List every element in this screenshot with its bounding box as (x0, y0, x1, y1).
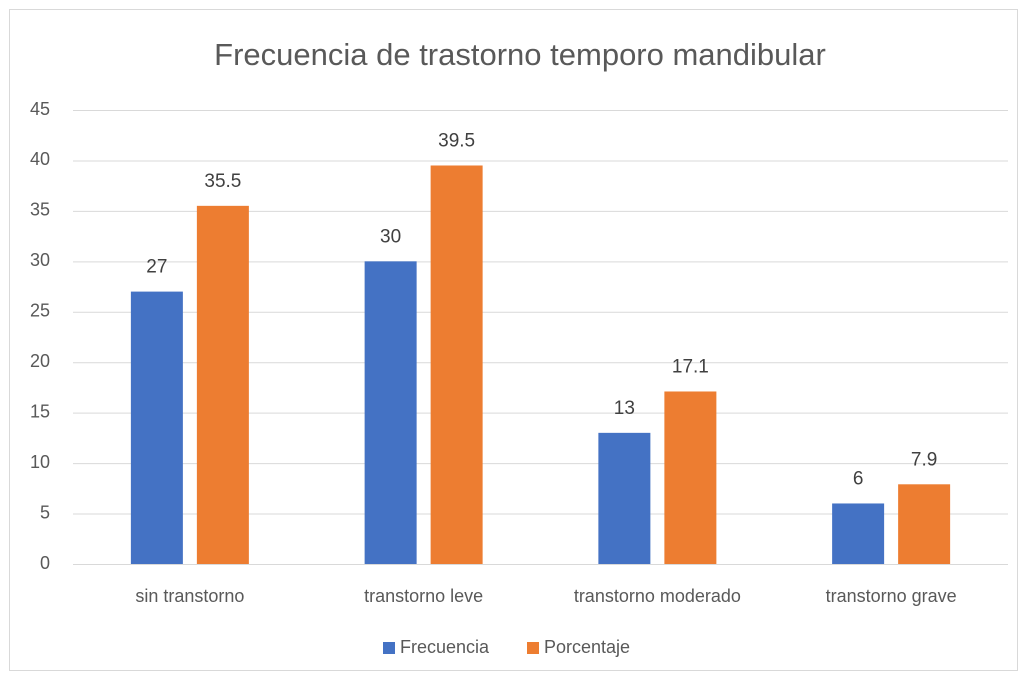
chart-title: Frecuencia de trastorno temporo mandibul… (214, 37, 826, 72)
y-tick-label: 45 (30, 99, 50, 119)
bar (364, 261, 417, 564)
y-tick-label: 40 (30, 149, 50, 169)
bar (832, 503, 885, 564)
x-tick-label: transtorno leve (364, 586, 483, 606)
y-tick-label: 10 (30, 452, 50, 472)
y-tick-label: 0 (40, 553, 50, 573)
x-tick-label: transtorno moderado (574, 586, 741, 606)
y-tick-label: 30 (30, 250, 50, 270)
bar (664, 391, 717, 564)
y-tick-label: 25 (30, 301, 50, 321)
bar (430, 165, 483, 564)
y-tick-label: 20 (30, 351, 50, 371)
data-label: 17.1 (672, 356, 709, 377)
y-tick-label: 5 (40, 502, 50, 522)
legend-label: Porcentaje (544, 637, 630, 657)
legend-swatch (527, 642, 539, 654)
x-tick-label: transtorno grave (826, 586, 957, 606)
bar (598, 432, 651, 564)
bar (130, 291, 183, 564)
bar (196, 205, 249, 564)
data-label: 39.5 (438, 131, 475, 152)
data-label: 30 (380, 226, 401, 247)
data-label: 6 (853, 468, 864, 489)
y-tick-label: 35 (30, 200, 50, 220)
y-tick-label: 15 (30, 401, 50, 421)
data-label: 13 (614, 398, 635, 419)
data-label: 7.9 (911, 449, 937, 470)
x-tick-label: sin transtorno (135, 586, 244, 606)
legend-label: Frecuencia (400, 637, 490, 657)
data-label: 35.5 (204, 171, 241, 192)
legend-swatch (383, 642, 395, 654)
bar (898, 484, 951, 564)
data-label: 27 (146, 257, 167, 278)
